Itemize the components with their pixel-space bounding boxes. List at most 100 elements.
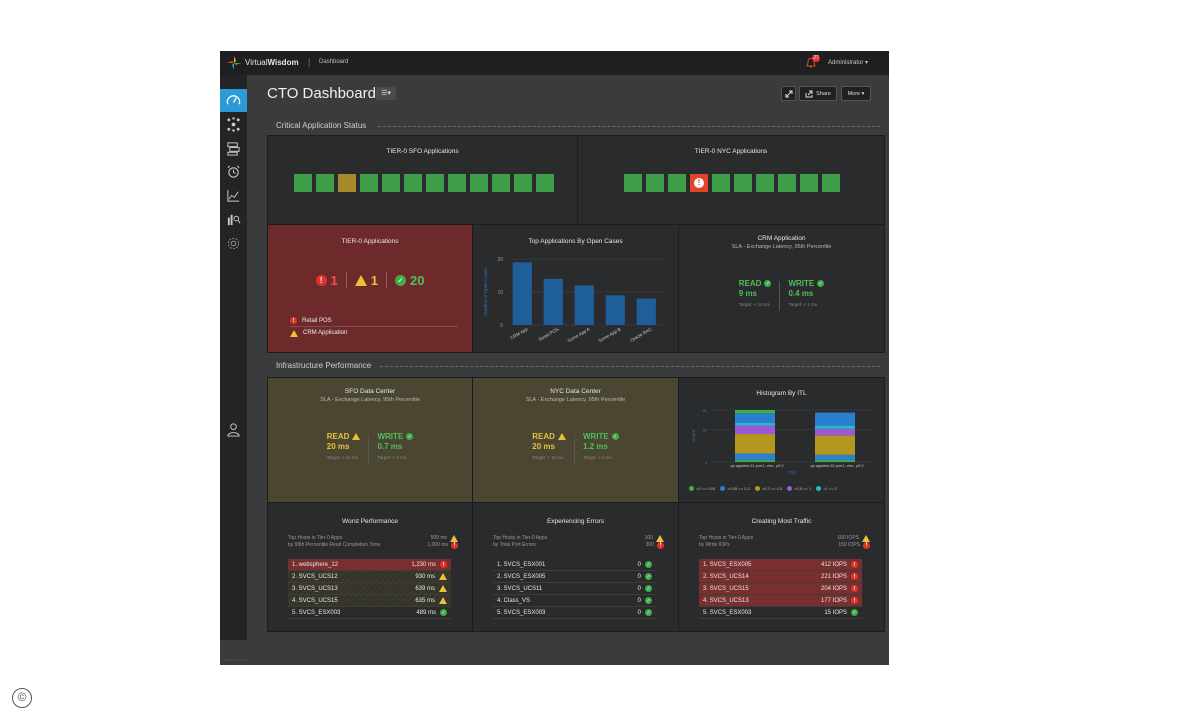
host-name: 1. SVCS_ESX005 [703,561,752,568]
sidebar-item-dashboard[interactable] [220,89,247,112]
table-row[interactable]: 1. websphere_12 1,230 ms! [288,559,451,571]
alert-icon: ! [851,561,858,568]
stacked-bar-segment [735,413,775,423]
expand-button[interactable] [781,86,796,101]
worst-performance-panel[interactable]: Worst Performance Top Hosts in Tier-0 Ap… [267,502,473,632]
sfo-datacenter-panel[interactable]: SFO Data Center SLA - Exchange Latency, … [267,377,473,503]
app-status-tile[interactable] [822,174,840,192]
table-row[interactable]: 2. SVCS_UCS14 221 IOPS! [699,571,862,583]
histogram-panel[interactable]: Histogram By ITL 0 5k 8k Count qe-appdisk-01… [678,377,885,503]
app-status-tile[interactable] [712,174,730,192]
table-row[interactable]: 1. SVCS_ESX001 0 ✓ [493,559,656,571]
list-item[interactable]: ! Retail POS [290,315,458,327]
ok-count[interactable]: ✓ 20 [395,273,424,288]
table-row[interactable]: 4. SVCS_UCS13 177 IOPS! [699,595,862,607]
app-status-tile[interactable] [338,174,356,192]
table-row[interactable]: 1. SVCS_ESX005 412 IOPS! [699,559,862,571]
histogram-chart: 0 5k 8k Count qe-appdisk-01-port1--nim...p0:… [691,408,874,475]
table-row[interactable]: 5. SVCS_ESX003 15 IOPS ✓ [699,607,862,619]
stacked-bar-segment [735,410,775,414]
table-row[interactable]: 4. SVCS_UCS15 635 ms [288,595,451,607]
sidebar-item-topology[interactable] [220,113,247,136]
table-row[interactable]: 3. SVCS_UCS15 204 IOPS! [699,583,862,595]
app-status-tile[interactable] [668,174,686,192]
warning-count[interactable]: 1 [354,273,378,288]
open-cases-panel[interactable]: Top Applications By Open Cases 0 10 20 Numb… [472,224,679,353]
sfo-applications-panel[interactable]: TIER-0 SFO Applications [267,135,578,225]
ok-count-value: 20 [410,272,425,288]
app-status-tile[interactable] [624,174,642,192]
section-divider [378,126,880,127]
list-item[interactable]: CRM Application [290,327,458,339]
table-row[interactable]: 2. SVCS_UCS12 930 ms [288,571,451,583]
warning-icon [290,329,298,337]
trend-chart-icon [227,189,240,202]
app-status-tile[interactable] [756,174,774,192]
write-metric: WRITE ✓ 1.2 ms Target: < 2 ms [583,432,619,464]
more-button[interactable]: More ▾ [841,86,871,101]
dashboard-list-button[interactable]: ☰▾ [376,87,396,100]
sidebar-item-analytics[interactable] [220,208,247,231]
sidebar-item-servers[interactable] [220,137,247,160]
virtualwisdom-logo-icon[interactable] [226,55,242,71]
app-status-tile[interactable] [360,174,378,192]
sidebar-item-trends[interactable] [220,184,247,207]
legend-item[interactable]: >0.05 <= 0.2 [720,486,750,492]
app-status-tile[interactable] [426,174,444,192]
description-line: Top Hosts in Tier-0 Apps [288,535,343,541]
app-status-tile[interactable] [294,174,312,192]
table-row[interactable]: 4. Class_VS 0 ✓ [493,595,656,607]
app-status-tile[interactable] [316,174,334,192]
table-row[interactable]: 5. SVCS_ESX003 489 ms ✓ [288,607,451,619]
tier0-applications-panel[interactable]: TIER-0 Applications ! 1 1 ✓ 20 ! Retail POS… [267,224,473,353]
legend-item[interactable]: >0.2 <= 0.5 [754,486,782,492]
app-status-tile[interactable] [778,174,796,192]
legend-label: >0.05 <= 0.2 [727,486,750,491]
app-status-tile[interactable] [536,174,554,192]
app-status-tile[interactable] [734,174,752,192]
stacked-bar-segment [815,460,855,462]
panel-title: Worst Performance [342,518,398,525]
crm-application-panel[interactable]: CRM Application SLA - Exchange Latency, … [678,224,885,353]
warning-icon [557,433,566,440]
legend-item[interactable]: >0.5 <= 1 [787,486,811,492]
stacked-bar-segment [735,453,775,461]
table-row[interactable]: 3. SVCS_UCS13 639 ms [288,583,451,595]
stacked-bar-segment [735,434,775,454]
sidebar-item-user[interactable] [220,418,247,441]
sidebar-item-alarms[interactable] [220,160,247,183]
nyc-datacenter-panel[interactable]: NYC Data Center SLA - Exchange Latency, … [472,377,679,503]
check-icon: ✓ [645,585,652,592]
panel-title: TIER-0 NYC Applications [694,148,768,155]
table-row[interactable]: 3. SVCS_UCS11 0 ✓ [493,583,656,595]
share-button[interactable]: Share [799,86,837,101]
table-row[interactable]: 2. SVCS_ESX005 0 ✓ [493,571,656,583]
user-menu[interactable]: Administrator ▾ [828,60,869,66]
metric-value: 639 ms [415,585,435,592]
stacked-bar-segment [815,412,855,426]
legend-item[interactable]: >0 <= 0.05 [689,486,715,492]
table-row[interactable]: 5. SVCS_ESX003 0 ✓ [493,607,656,619]
app-status-tile[interactable] [514,174,532,192]
app-status-tile[interactable] [382,174,400,192]
brand-name: VirtualWisdom [245,58,299,67]
app-status-tile[interactable] [492,174,510,192]
most-traffic-panel[interactable]: Creating Most Traffic Top Hosts in Tier-… [678,502,885,632]
app-status-tile[interactable] [800,174,818,192]
nyc-applications-panel[interactable]: TIER-0 NYC Applications ! [577,135,885,225]
host-name: 5. SVCS_ESX003 [703,609,752,616]
legend-swatch [720,486,726,492]
experiencing-errors-panel[interactable]: Experiencing Errors Top Hosts in Tier-0 … [472,502,679,632]
app-status-tile[interactable]: ! [690,174,708,192]
description-line: by Total Port Errors [493,542,536,548]
sidebar-item-settings[interactable] [220,232,247,255]
app-status-tile[interactable] [448,174,466,192]
app-status-tile[interactable] [404,174,422,192]
breadcrumb[interactable]: Dashboard [319,59,349,65]
legend-item[interactable]: >1 <= 2 [816,486,837,492]
panel-title: TIER-0 SFO Applications [386,148,459,155]
app-status-tile[interactable] [470,174,488,192]
check-icon: ✓ [817,280,825,287]
critical-count[interactable]: ! 1 [315,273,338,288]
app-status-tile[interactable] [646,174,664,192]
